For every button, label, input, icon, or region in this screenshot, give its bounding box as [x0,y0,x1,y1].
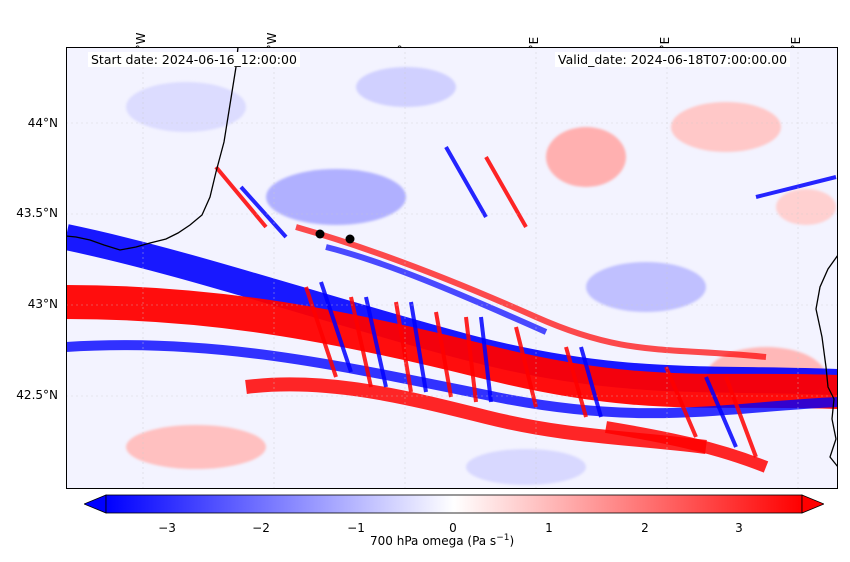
map-frame [66,47,838,489]
colorbar-tick: −2 [252,521,270,535]
colorbar-tick: 3 [735,521,743,535]
valid-date-label: Valid_date: 2024-06-18T07:00:00.00 [555,52,791,67]
colorbar-title: 700 hPa omega (Pa s−1) [370,533,514,548]
coastline-east [815,254,838,468]
colorbar-tick: −3 [158,521,176,535]
colorbar-extend-high [801,494,824,514]
city-marker-1 [315,229,325,239]
colorbar-tick: −1 [347,521,365,535]
colorbar-tick: 1 [545,521,553,535]
lat-tick-44n: 44°N [27,116,58,130]
lat-tick-42-5n: 42.5°N [16,388,58,402]
lat-tick-43n: 43°N [27,297,58,311]
colorbar-tick: 0 [449,521,457,535]
lat-tick-43-5n: 43.5°N [16,206,58,220]
colorbar-tick: 2 [641,521,649,535]
colorbar-title-text: 700 hPa omega (Pa s [370,534,497,548]
omega-map [66,47,838,489]
colorbar-title-close: ) [509,534,515,548]
city-marker-2 [345,234,355,244]
omega-streaks [214,146,837,458]
colorbar-gradient [105,494,803,514]
colorbar-extend-low [84,494,107,514]
colorbar [84,494,824,514]
coastline-west [66,47,239,251]
map-gridlines [66,47,838,489]
start-date-label: Start date: 2024-06-16_12:00:00 [88,52,300,67]
colorbar-title-unit-exponent: −1 [496,533,510,543]
